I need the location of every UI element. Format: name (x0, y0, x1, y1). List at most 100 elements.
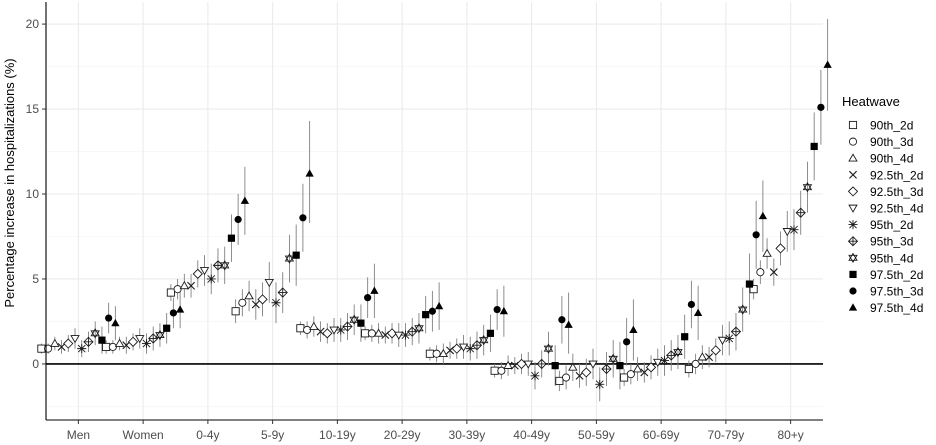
data-point (169, 309, 177, 317)
data-point (691, 359, 700, 368)
data-point (231, 307, 240, 316)
data-point (730, 326, 742, 337)
data-point (414, 323, 424, 334)
data-point (536, 358, 547, 370)
data-point (37, 344, 46, 353)
data-point (659, 356, 669, 366)
data-point (199, 267, 210, 276)
legend-entry-label: 90th_2d (870, 119, 913, 133)
x-tick-label: Women (123, 428, 164, 442)
y-tick-label: 15 (26, 102, 40, 116)
data-point (244, 291, 254, 300)
legend-key (849, 287, 857, 295)
data-point (653, 358, 663, 368)
data-point (543, 343, 554, 354)
y-tick-label: 20 (26, 17, 40, 31)
data-point (271, 298, 281, 308)
data-point (206, 274, 216, 284)
x-tick-label: 30-39y (449, 428, 486, 442)
data-point (342, 321, 353, 332)
data-point (465, 344, 475, 354)
data-point (817, 103, 825, 111)
x-tick-label: 10-19y (319, 428, 356, 442)
data-points (37, 18, 832, 402)
legend-key (848, 120, 858, 130)
data-point (558, 316, 566, 324)
data-point (63, 338, 74, 349)
data-point (503, 360, 513, 369)
data-point (305, 169, 314, 177)
data-point (705, 353, 714, 362)
data-point (629, 325, 638, 334)
data-point (135, 335, 145, 344)
data-point (299, 214, 307, 222)
data-point (581, 367, 592, 378)
data-point (105, 314, 113, 322)
data-point (187, 281, 196, 290)
data-point (626, 370, 635, 379)
data-point (227, 234, 236, 242)
x-tick-label: Men (67, 428, 90, 442)
x-tick-label: 5-9y (261, 428, 284, 442)
data-point (564, 320, 573, 328)
data-point (432, 349, 441, 358)
legend-entry-label: 92.5th_2d (870, 168, 923, 182)
data-point (568, 362, 578, 371)
x-tick-label: 80+y (777, 428, 803, 442)
data-point (434, 301, 444, 310)
data-point (737, 304, 748, 315)
data-point (497, 366, 506, 375)
data-point (155, 329, 165, 341)
data-point (264, 279, 275, 288)
data-point (179, 280, 190, 290)
legend-entry-label: 92.5th_4d (870, 202, 923, 216)
data-point (595, 379, 605, 389)
x-tick-label: 40-49y (513, 428, 550, 442)
data-point (219, 260, 230, 271)
data-point (367, 329, 376, 338)
data-point (775, 243, 786, 254)
legend-title: Heatwave (842, 94, 900, 109)
data-point (425, 349, 434, 358)
data-point (693, 308, 703, 317)
data-point (364, 294, 372, 302)
data-point (257, 294, 268, 305)
data-point (499, 306, 509, 315)
data-point (562, 373, 571, 382)
data-point (710, 345, 721, 356)
data-point (57, 342, 66, 351)
legend-key (848, 220, 858, 230)
data-point (114, 338, 125, 347)
legend-key (848, 303, 858, 311)
data-point (163, 324, 171, 332)
data-point (745, 280, 754, 288)
data-point (173, 285, 182, 294)
data-point (516, 358, 527, 370)
data-point (645, 362, 657, 373)
legend-key (848, 252, 858, 264)
data-point (530, 371, 540, 381)
data-point (329, 326, 339, 335)
data-point (588, 360, 598, 369)
y-tick-label: 5 (32, 272, 39, 286)
legend-key (848, 137, 858, 146)
data-point (90, 328, 100, 339)
data-point (400, 330, 410, 340)
data-point (77, 344, 87, 354)
data-point (240, 196, 250, 204)
data-point (666, 350, 677, 361)
x-tick-label: 0-4y (196, 428, 219, 442)
legend-entry-label: 90th_3d (870, 135, 913, 149)
data-point (486, 329, 495, 337)
data-point (234, 215, 242, 224)
data-point (50, 338, 60, 347)
data-point (795, 207, 806, 218)
data-point (83, 336, 94, 347)
data-point (601, 363, 612, 375)
data-point (789, 225, 799, 235)
data-point (70, 335, 80, 344)
data-point (451, 343, 462, 354)
legend-entry-label: 97.5th_3d (870, 285, 923, 299)
data-point (212, 260, 224, 271)
